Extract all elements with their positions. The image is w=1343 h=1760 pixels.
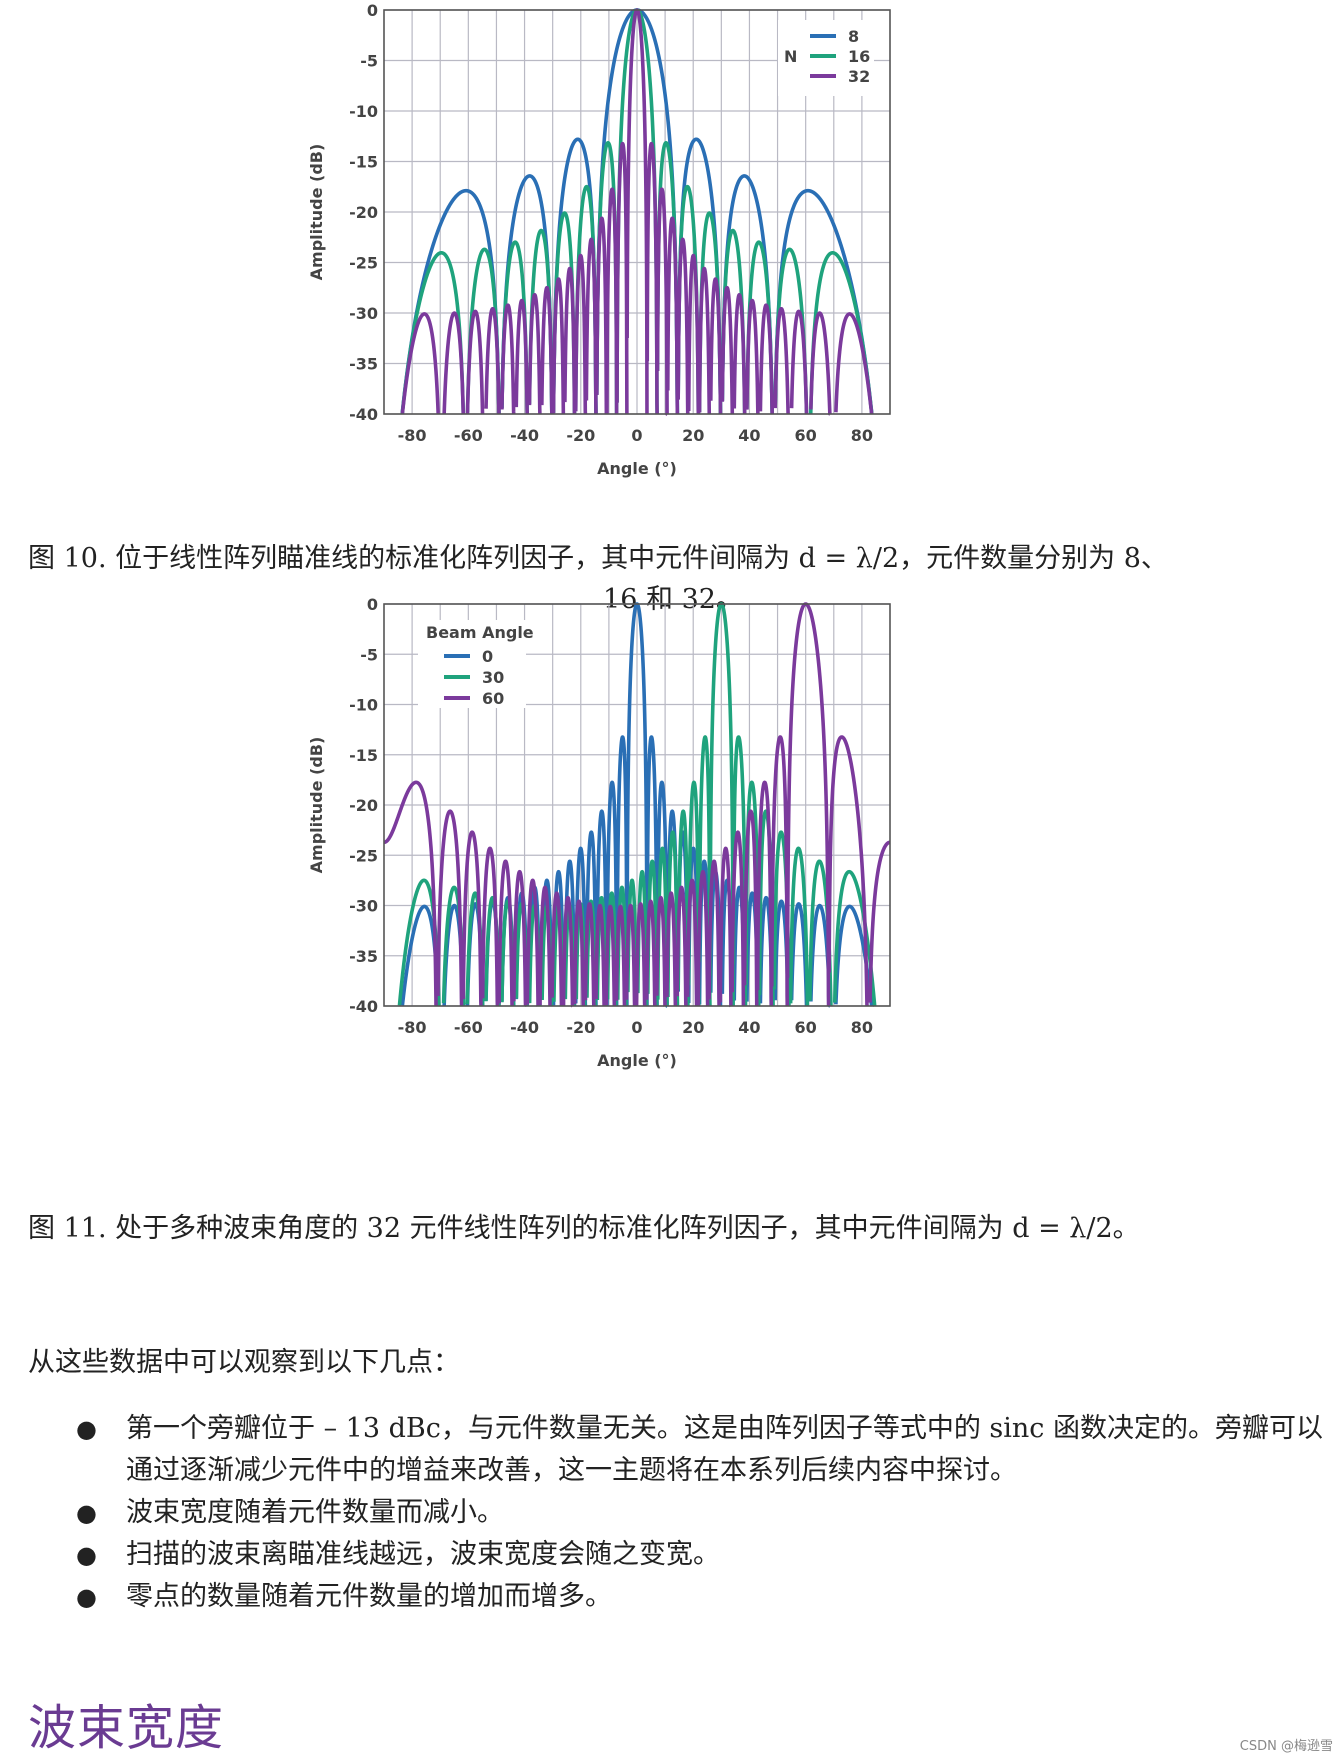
series-group [400, 8, 874, 416]
plot-frame [383, 603, 891, 1007]
legend-label: 30 [482, 668, 504, 687]
x-axis-label: Angle (°) [597, 1051, 677, 1070]
list-item: ● 零点的数量随着元件数量的增加而增多。 [70, 1576, 1330, 1618]
x-tick-label: 20 [682, 1018, 704, 1037]
figure-11: -80 -60 -40 -20 0 20 40 60 80 0 -5 -10 -15 -20 -25 -30 -… [307, 595, 892, 1070]
series-60-line [382, 602, 892, 1008]
legend-label: 60 [482, 689, 504, 708]
legend-title: N [784, 47, 797, 66]
tick-labels: -80 -60 -40 -20 0 20 40 60 80 0 -5 -10 -15 -20 -25 -30 -… [349, 595, 873, 1037]
bullet-icon: ● [76, 1583, 97, 1611]
x-tick-label: -20 [566, 1018, 595, 1037]
y-tick-label: -40 [349, 405, 378, 424]
x-tick-label: 80 [851, 1018, 873, 1037]
figure-11-caption: 图 11. 处于多种波束角度的 32 元件线性阵列的标准化阵列因子，其中元件间隔… [28, 1213, 1140, 1244]
y-tick-label: 0 [367, 595, 378, 614]
y-tick-label: -30 [349, 304, 378, 323]
tick-labels: -80 -60 -40 -20 0 20 40 60 80 0 -5 -10 -15 -20 -25 -30 -… [349, 1, 873, 445]
figure-10: -80 -60 -40 -20 0 20 40 60 80 0 -5 -10 -15 -20 -25 -30 -… [0, 0, 1343, 530]
y-tick-label: -15 [349, 153, 378, 172]
x-tick-label: -80 [398, 1018, 427, 1037]
chart-array-factor-vs-beam-angle: -80 -60 -40 -20 0 20 40 60 80 0 -5 -10 -15 -20 -25 -30 -… [307, 595, 892, 1070]
x-tick-label: 0 [631, 426, 642, 445]
list-item: ● 第一个旁瓣位于 – 13 dBc，与元件数量无关。这是由阵列因子等式中的 si… [70, 1408, 1330, 1492]
x-tick-label: 60 [795, 1018, 817, 1037]
x-tick-label: -40 [510, 426, 539, 445]
legend-label: 8 [848, 27, 859, 46]
x-tick-label: -60 [454, 1018, 483, 1037]
y-tick-label: 0 [367, 1, 378, 20]
watermark: CSDN @梅逊雪 [1239, 1739, 1333, 1754]
x-tick-label: -60 [454, 426, 483, 445]
y-tick-label: -20 [349, 796, 378, 815]
series-32-line [400, 8, 874, 416]
y-axis-label: Amplitude (dB) [307, 144, 326, 281]
y-tick-label: -10 [349, 102, 378, 121]
x-tick-label: -20 [566, 426, 595, 445]
y-tick-label: -35 [349, 947, 378, 966]
section-heading: 波束宽度 [28, 1700, 225, 1756]
bullet-icon: ● [76, 1415, 97, 1443]
y-tick-label: -25 [349, 846, 378, 865]
x-tick-label: 60 [795, 426, 817, 445]
x-axis-label: Angle (°) [597, 459, 677, 478]
list-item: ● 波束宽度随着元件数量而减小。 [70, 1492, 1330, 1534]
series-16-line [400, 8, 874, 416]
x-tick-label: -80 [398, 426, 427, 445]
y-tick-label: -30 [349, 897, 378, 916]
x-tick-label: 40 [738, 1018, 760, 1037]
list-item: ● 扫描的波束离瞄准线越远，波束宽度会随之变宽。 [70, 1534, 1330, 1576]
observation-list: ● 第一个旁瓣位于 – 13 dBc，与元件数量无关。这是由阵列因子等式中的 si… [70, 1408, 1330, 1618]
legend-title: Beam Angle [426, 623, 534, 642]
y-tick-label: -5 [360, 645, 378, 664]
legend-label: 32 [848, 67, 870, 86]
y-tick-label: -35 [349, 355, 378, 374]
x-tick-label: -40 [510, 1018, 539, 1037]
legend-background [418, 620, 526, 708]
chart-array-factor-vs-elements: -80 -60 -40 -20 0 20 40 60 80 0 -5 -10 -15 -20 -25 -30 -… [307, 1, 891, 478]
y-tick-label: -25 [349, 254, 378, 273]
y-axis-label: Amplitude (dB) [307, 737, 326, 874]
plot-frame [383, 9, 891, 415]
x-tick-label: 40 [738, 426, 760, 445]
y-tick-label: -5 [360, 52, 378, 71]
x-tick-label: 20 [682, 426, 704, 445]
legend-label: 0 [482, 647, 493, 666]
y-tick-label: -10 [349, 696, 378, 715]
bullet-icon: ● [76, 1541, 97, 1569]
legend-label: 16 [848, 47, 870, 66]
y-tick-label: -15 [349, 746, 378, 765]
y-tick-label: -20 [349, 203, 378, 222]
y-tick-label: -40 [349, 997, 378, 1016]
x-tick-label: 0 [631, 1018, 642, 1037]
bullet-icon: ● [76, 1499, 97, 1527]
series-group [382, 602, 892, 1008]
legend: Beam Angle 0 30 60 [418, 620, 534, 708]
x-tick-label: 80 [851, 426, 873, 445]
figure-10-caption-line1: 图 10. 位于线性阵列瞄准线的标准化阵列因子，其中元件间隔为 d = λ/2，… [28, 543, 1168, 574]
intro-paragraph: 从这些数据中可以观察到以下几点： [28, 1347, 460, 1378]
